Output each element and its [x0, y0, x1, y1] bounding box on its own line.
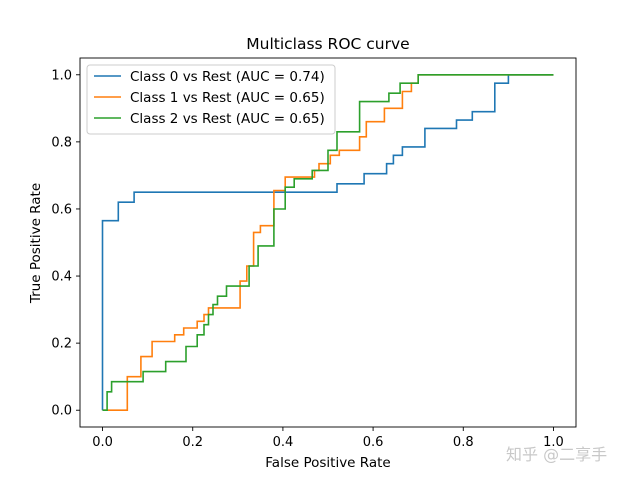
chart-title: Multiclass ROC curve — [246, 35, 409, 53]
legend-label-class-2: Class 2 vs Rest (AUC = 0.65) — [130, 111, 325, 127]
legend: Class 0 vs Rest (AUC = 0.74) Class 1 vs R… — [86, 64, 336, 135]
series-line-class-2 — [102, 74, 554, 412]
y-tick-label: 0.2 — [51, 337, 72, 352]
y-tick-label: 0.4 — [51, 270, 72, 285]
y-tick-label: 0.6 — [51, 202, 72, 217]
x-axis: 0.0 0.2 0.4 0.6 0.8 1.0 — [92, 427, 564, 450]
x-tick-label: 0.2 — [182, 435, 203, 450]
series-line-class-1 — [102, 74, 554, 412]
x-tick-label: 0.8 — [453, 435, 474, 450]
legend-box — [86, 64, 336, 135]
x-axis-label: False Positive Rate — [265, 455, 390, 471]
x-tick-label: 0.0 — [92, 435, 113, 450]
y-tick-label: 1.0 — [51, 68, 72, 83]
x-tick-label: 0.6 — [363, 435, 384, 450]
series-line-class-0 — [101, 74, 554, 411]
x-tick-label: 0.4 — [273, 435, 294, 450]
y-tick-label: 0.0 — [51, 404, 72, 419]
y-tick-label: 0.8 — [51, 135, 72, 150]
plot-frame — [79, 57, 577, 428]
watermark: 知乎 @二享手 — [506, 445, 607, 464]
x-tick-label: 1.0 — [543, 435, 564, 450]
y-axis-label: True Positive Rate — [28, 183, 44, 304]
y-axis: 0.0 0.2 0.4 0.6 0.8 1.0 — [51, 68, 80, 419]
legend-label-class-1: Class 1 vs Rest (AUC = 0.65) — [130, 90, 325, 106]
legend-label-class-0: Class 0 vs Rest (AUC = 0.74) — [130, 69, 325, 85]
